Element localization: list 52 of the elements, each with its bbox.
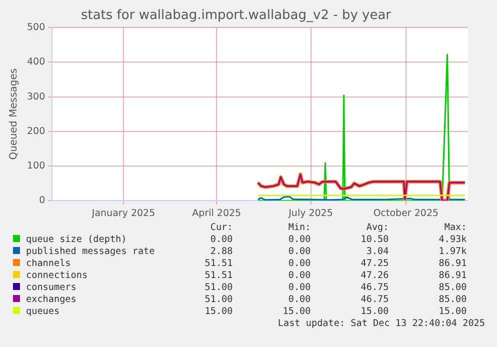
text: 1.97k bbox=[438, 246, 467, 258]
y-tick-label: 400 bbox=[26, 56, 46, 68]
legend-label: connections bbox=[26, 270, 88, 281]
legend-label: published messages rate bbox=[26, 246, 155, 257]
text: 0.00 bbox=[287, 258, 311, 270]
y-tick-label: 200 bbox=[26, 126, 46, 137]
text: 51.51 bbox=[204, 258, 233, 270]
text: 15.00 bbox=[438, 306, 467, 318]
y-axis-title: Queued Messages bbox=[8, 68, 20, 160]
legend-label: channels bbox=[26, 258, 71, 269]
text: 85.00 bbox=[438, 282, 467, 294]
text: 46.75 bbox=[360, 294, 389, 306]
y-tick-label: 100 bbox=[26, 160, 46, 172]
text: 85.00 bbox=[438, 294, 467, 306]
text: 51.00 bbox=[204, 294, 233, 306]
y-tick-label: 500 bbox=[26, 22, 46, 34]
text: 86.91 bbox=[438, 270, 467, 282]
text: 10.50 bbox=[360, 234, 389, 246]
text: 4.93k bbox=[438, 234, 467, 246]
text: 15.00 bbox=[360, 306, 389, 318]
text: 15.00 bbox=[204, 306, 233, 318]
text: 0.00 bbox=[287, 270, 311, 282]
text: 0.00 bbox=[287, 294, 311, 306]
legend-label: consumers bbox=[26, 282, 76, 293]
text: 15.00 bbox=[282, 306, 311, 318]
chart-title: stats for wallabag.import.wallabag_v2 - by year bbox=[80, 8, 392, 24]
legend-label: queue size (depth) bbox=[26, 234, 127, 245]
y-tick-label: 0 bbox=[39, 195, 46, 206]
text: 86.91 bbox=[438, 258, 467, 270]
text: 2.88 bbox=[209, 246, 233, 258]
legend-label: exchanges bbox=[26, 294, 76, 305]
legend-label: queues bbox=[26, 306, 60, 317]
text: Last update: Sat Dec 13 22:40:04 2025 bbox=[278, 318, 485, 329]
text: Max: bbox=[443, 222, 467, 234]
text: Cur: bbox=[209, 222, 233, 234]
text: 0.00 bbox=[287, 234, 311, 246]
text: 0.00 bbox=[287, 246, 311, 258]
text: Min: bbox=[287, 222, 311, 234]
text: 51.51 bbox=[204, 270, 233, 282]
text: 51.00 bbox=[204, 282, 233, 294]
text: 0.00 bbox=[287, 282, 311, 294]
text: Avg: bbox=[365, 222, 389, 234]
text: 47.25 bbox=[360, 258, 389, 270]
x-tick-label: April 2025 bbox=[192, 208, 242, 219]
text: 46.75 bbox=[360, 282, 389, 294]
x-tick-label: January 2025 bbox=[90, 208, 156, 219]
y-tick-label: 300 bbox=[26, 91, 46, 102]
text: 0.00 bbox=[209, 234, 233, 246]
text: 47.26 bbox=[360, 270, 389, 282]
x-tick-label: October 2025 bbox=[373, 208, 439, 219]
x-tick-label: July 2025 bbox=[288, 208, 333, 219]
text: 3.04 bbox=[365, 246, 389, 258]
